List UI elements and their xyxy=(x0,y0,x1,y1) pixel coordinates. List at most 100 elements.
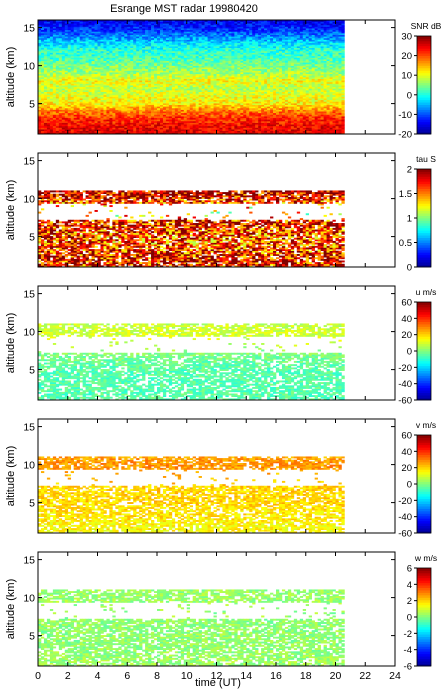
heatmap-cell xyxy=(237,114,241,117)
heatmap-cell xyxy=(43,120,48,123)
heatmap-cell xyxy=(281,116,286,119)
heatmap-cell xyxy=(97,99,101,102)
heatmap-cell xyxy=(320,124,324,127)
heatmap-cell xyxy=(317,106,321,109)
heatmap-cell xyxy=(49,117,54,120)
heatmap-cell xyxy=(320,117,324,120)
heatmap-cell xyxy=(261,111,265,114)
heatmap-cell xyxy=(49,112,54,115)
heatmap-cell xyxy=(76,129,80,132)
heatmap-cell xyxy=(317,107,321,110)
heatmap-cell xyxy=(296,124,301,127)
heatmap-cell xyxy=(252,109,256,112)
heatmap-cell xyxy=(213,116,217,119)
heatmap-cell xyxy=(79,112,83,115)
heatmap-cell xyxy=(85,109,89,112)
heatmap-cell xyxy=(228,112,232,115)
heatmap-cell xyxy=(183,127,188,130)
heatmap-cell xyxy=(70,99,74,102)
heatmap-cell xyxy=(243,112,247,115)
heatmap-cell xyxy=(284,104,289,107)
heatmap-cell xyxy=(142,132,146,135)
heatmap-cell xyxy=(246,109,250,112)
heatmap-cell xyxy=(225,116,229,119)
heatmap-cell xyxy=(139,130,143,133)
heatmap-cell xyxy=(58,129,63,132)
heatmap-cell xyxy=(201,116,205,119)
heatmap-cell xyxy=(177,114,182,117)
heatmap-cell xyxy=(154,116,158,119)
heatmap-cell xyxy=(246,116,250,119)
heatmap-cell xyxy=(115,130,119,133)
heatmap-cell xyxy=(127,111,131,114)
heatmap-cell xyxy=(261,120,265,123)
heatmap-cell xyxy=(109,98,113,101)
heatmap-cell xyxy=(142,124,146,127)
heatmap-cell xyxy=(130,98,134,101)
heatmap-cell xyxy=(207,117,211,120)
heatmap-cell xyxy=(278,117,283,120)
heatmap-cell xyxy=(261,116,265,119)
heatmap-cell xyxy=(338,122,342,125)
heatmap-cell xyxy=(154,114,158,117)
heatmap-cell xyxy=(151,120,155,123)
heatmap-cell xyxy=(186,107,191,110)
heatmap-cell xyxy=(207,124,211,127)
heatmap-cell xyxy=(284,112,289,115)
heatmap-cell xyxy=(177,119,182,122)
heatmap-cell xyxy=(103,103,107,105)
heatmap-cell xyxy=(284,119,289,122)
heatmap-cell xyxy=(332,112,336,115)
heatmap-cell xyxy=(180,106,185,109)
heatmap-cell xyxy=(121,107,125,110)
heatmap-cell xyxy=(243,127,247,130)
heatmap-cell xyxy=(338,117,342,120)
heatmap-cell xyxy=(127,124,131,127)
heatmap-cell xyxy=(97,120,101,123)
heatmap-cell xyxy=(177,120,182,123)
heatmap-cell xyxy=(46,98,51,101)
heatmap-cell xyxy=(210,112,214,115)
heatmap-cell xyxy=(249,109,253,112)
heatmap-cell xyxy=(210,125,214,128)
heatmap-cell xyxy=(341,127,345,130)
heatmap-cell xyxy=(320,125,324,128)
heatmap-cell xyxy=(213,125,217,128)
heatmap-cell xyxy=(278,104,283,107)
heatmap-cell xyxy=(109,112,113,115)
heatmap-cell xyxy=(70,112,74,115)
heatmap-cell xyxy=(159,112,164,115)
heatmap-cell xyxy=(231,120,235,123)
heatmap-cell xyxy=(73,125,77,128)
heatmap-cell xyxy=(94,116,98,119)
heatmap-cell xyxy=(198,130,202,133)
heatmap-cell xyxy=(243,107,247,110)
heatmap-cell xyxy=(258,117,262,120)
heatmap-cell xyxy=(115,112,119,115)
heatmap-cell xyxy=(255,127,259,130)
heatmap-cell xyxy=(142,120,146,123)
heatmap-cell xyxy=(133,120,137,123)
heatmap-cell xyxy=(270,99,274,102)
heatmap-cell xyxy=(261,104,265,107)
heatmap-cell xyxy=(46,132,51,135)
heatmap-cell xyxy=(91,103,95,105)
heatmap-cell xyxy=(311,127,315,130)
heatmap-cell xyxy=(73,99,77,102)
heatmap-cell xyxy=(240,116,244,119)
heatmap-cell xyxy=(76,107,80,110)
heatmap-cell xyxy=(320,107,324,110)
heatmap-cell xyxy=(133,124,137,127)
heatmap-cell xyxy=(130,103,134,105)
heatmap-cell xyxy=(332,109,336,112)
heatmap-cell xyxy=(231,117,235,120)
heatmap-cell xyxy=(216,107,220,110)
heatmap-cell xyxy=(79,103,83,105)
heatmap-cell xyxy=(40,109,45,112)
heatmap-cell xyxy=(139,109,143,112)
heatmap-cell xyxy=(222,116,226,119)
heatmap-cell xyxy=(249,104,253,107)
heatmap-cell xyxy=(255,132,259,135)
heatmap-cell xyxy=(216,99,220,102)
heatmap-cell xyxy=(264,109,268,112)
